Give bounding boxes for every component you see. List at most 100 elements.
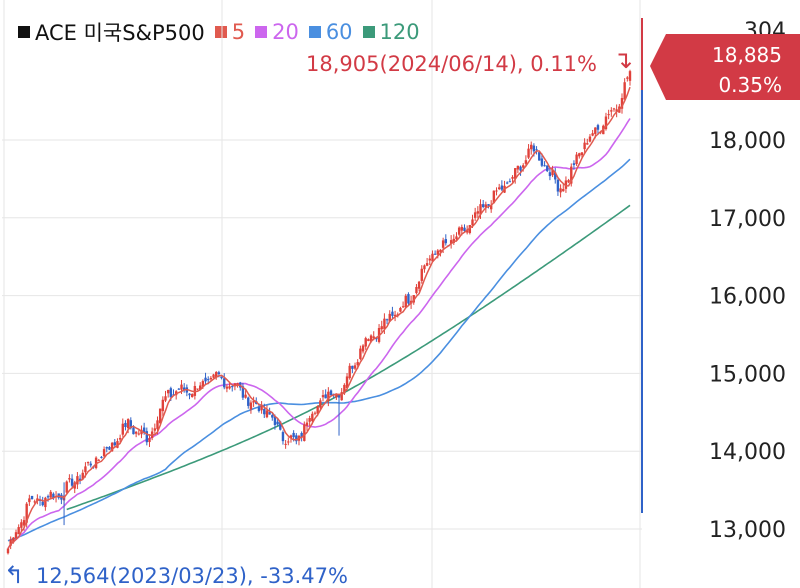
candle-body bbox=[532, 145, 536, 152]
candle-body bbox=[265, 410, 269, 418]
candle-body bbox=[455, 236, 458, 240]
last-price-badge bbox=[650, 34, 800, 100]
candle-body bbox=[12, 537, 15, 543]
candle-body bbox=[489, 205, 493, 210]
candle-body bbox=[102, 449, 106, 457]
candle-body bbox=[575, 154, 578, 165]
candle-body bbox=[207, 379, 210, 381]
candle-body bbox=[564, 180, 568, 189]
candle-body bbox=[247, 397, 250, 406]
candle-body bbox=[70, 478, 74, 486]
candle-body bbox=[225, 386, 229, 389]
candle-body bbox=[417, 281, 421, 289]
legend-item-ma20: 20 bbox=[255, 20, 303, 44]
candle-body bbox=[468, 225, 472, 234]
ma-60-series bbox=[7, 158, 631, 542]
grid bbox=[2, 0, 642, 588]
candle-body bbox=[487, 204, 490, 206]
candle-body bbox=[511, 176, 514, 179]
candle-body bbox=[425, 263, 429, 266]
candle-body bbox=[538, 152, 541, 161]
candle-body bbox=[506, 182, 509, 184]
candle-body bbox=[217, 372, 221, 375]
ma-20-line bbox=[7, 118, 631, 549]
candle-body bbox=[441, 240, 445, 248]
candle-body bbox=[260, 406, 263, 411]
candle-body bbox=[169, 388, 173, 398]
candle-body bbox=[479, 204, 482, 215]
candle-body bbox=[241, 386, 245, 398]
candle-body bbox=[567, 180, 570, 183]
low-annotation: 12,564(2023/03/23), -33.47% bbox=[36, 564, 348, 588]
y-tick-label: 18,000 bbox=[709, 129, 786, 154]
candle-body bbox=[303, 424, 306, 441]
candle-body bbox=[388, 313, 391, 322]
candle-body bbox=[134, 431, 138, 434]
candle-body bbox=[287, 441, 290, 443]
y-tick-label: 13,000 bbox=[709, 518, 786, 543]
candle-body bbox=[516, 165, 520, 170]
candle-body bbox=[329, 390, 333, 396]
candle-body bbox=[142, 427, 146, 433]
candle-body bbox=[596, 125, 600, 130]
candle-body bbox=[313, 412, 317, 414]
candle-body bbox=[495, 190, 498, 192]
candle-body bbox=[583, 142, 586, 150]
candle-body bbox=[78, 478, 82, 481]
candle-body bbox=[271, 415, 274, 418]
candle-body bbox=[324, 394, 327, 399]
candle-body bbox=[49, 491, 52, 498]
ma-60-line bbox=[7, 158, 631, 542]
candle-body bbox=[335, 393, 338, 398]
candle-body bbox=[361, 345, 365, 352]
legend-label-ma20: 20 bbox=[272, 20, 299, 44]
candle-body bbox=[86, 462, 90, 464]
candle-body bbox=[110, 442, 114, 452]
candle-body bbox=[113, 442, 116, 446]
candle-body bbox=[190, 394, 194, 397]
candle-body bbox=[364, 338, 367, 347]
candle-body bbox=[94, 457, 98, 469]
candle-body bbox=[578, 153, 581, 157]
candle-body bbox=[353, 365, 357, 369]
candle-body bbox=[9, 539, 12, 546]
candle-body bbox=[367, 339, 370, 342]
candle-body bbox=[126, 419, 130, 429]
candle-body bbox=[321, 395, 325, 398]
candle-body bbox=[481, 204, 485, 208]
candle-body bbox=[124, 422, 127, 428]
candle-body bbox=[337, 395, 341, 398]
candle-body bbox=[415, 286, 418, 294]
candle-body bbox=[594, 127, 597, 134]
ma-5-line bbox=[7, 86, 631, 549]
legend-item-ma60: 60 bbox=[308, 20, 357, 44]
y-tick-label: 16,000 bbox=[709, 285, 786, 310]
candle-body bbox=[562, 188, 565, 192]
candle-body bbox=[463, 227, 466, 231]
candle-body bbox=[182, 387, 186, 391]
candle-body bbox=[105, 447, 108, 449]
candle-body bbox=[68, 478, 71, 480]
candle-body bbox=[412, 295, 415, 303]
candle-body bbox=[431, 253, 434, 262]
candle-body bbox=[524, 160, 528, 164]
candle-body bbox=[300, 432, 303, 438]
candle-body bbox=[201, 381, 205, 387]
candle-body bbox=[14, 532, 18, 539]
candle-body bbox=[460, 226, 464, 231]
candle-body bbox=[556, 179, 560, 192]
legend-item-price: ACE 미국S&P500 bbox=[18, 17, 209, 47]
candle-body bbox=[204, 377, 207, 382]
candle-body bbox=[252, 400, 255, 403]
candle-body bbox=[345, 376, 349, 389]
candle-body bbox=[17, 527, 20, 535]
y-tick-label: 14,000 bbox=[709, 440, 786, 465]
candle-body bbox=[514, 168, 517, 179]
candle-body bbox=[145, 431, 149, 443]
candle-body bbox=[343, 384, 346, 394]
candle-body bbox=[97, 459, 100, 461]
candle-body bbox=[41, 501, 44, 506]
candle-body bbox=[407, 294, 410, 304]
candle-body bbox=[166, 389, 170, 394]
